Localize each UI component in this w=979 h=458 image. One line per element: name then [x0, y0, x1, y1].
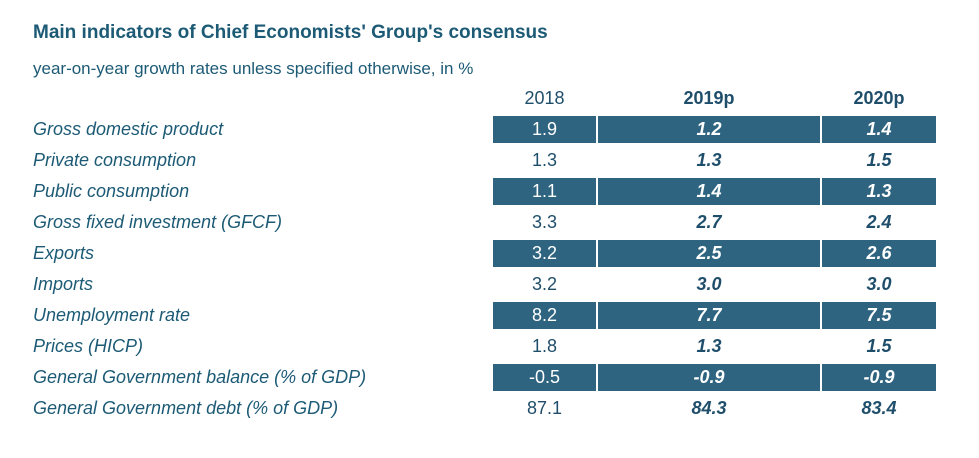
table-row: Private consumption 1.3 1.3 1.5 [0, 147, 979, 174]
value-2020p: 1.4 [822, 116, 936, 143]
value-2018: 1.3 [531, 150, 558, 170]
value-2018: 3.2 [531, 274, 558, 294]
value-2018: 3.3 [531, 212, 558, 232]
table-row: Gross fixed investment (GFCF) 3.3 2.7 2.… [0, 209, 979, 236]
value-2018: 1.1 [493, 178, 596, 205]
value-2019p: 1.3 [696, 336, 722, 356]
row-label: Exports [33, 243, 95, 263]
table-title: Main indicators of Chief Economists' Gro… [33, 22, 548, 43]
column-header-2019p: 2019p [683, 88, 735, 108]
table-row: Public consumption 1.1 1.4 1.3 [0, 178, 979, 205]
table-row: Imports 3.2 3.0 3.0 [0, 271, 979, 298]
row-label: General Government debt (% of GDP) [33, 398, 339, 418]
column-header-2020p: 2020p [853, 88, 905, 108]
value-2018: -0.5 [493, 364, 596, 391]
value-2020p: 2.4 [866, 212, 892, 232]
value-2019p: 3.0 [696, 274, 722, 294]
value-2020p: -0.9 [822, 364, 936, 391]
value-2019p: 2.7 [696, 212, 722, 232]
table-row: Gross domestic product 1.9 1.2 1.4 [0, 116, 979, 143]
row-label: Private consumption [33, 150, 197, 170]
value-2019p: 84.3 [691, 398, 727, 418]
value-2019p: 1.4 [598, 178, 820, 205]
value-2020p: 83.4 [861, 398, 897, 418]
table-row: Prices (HICP) 1.8 1.3 1.5 [0, 333, 979, 360]
row-label: Imports [33, 274, 94, 294]
value-2020p: 1.5 [866, 150, 892, 170]
row-label: Gross fixed investment (GFCF) [33, 212, 283, 232]
value-2020p: 1.3 [822, 178, 936, 205]
value-2018: 8.2 [493, 302, 596, 329]
value-2019p: 1.3 [696, 150, 722, 170]
table-row: Exports 3.2 2.5 2.6 [0, 240, 979, 267]
value-2019p: -0.9 [598, 364, 820, 391]
table-row: General Government debt (% of GDP) 87.1 … [0, 395, 979, 422]
value-2020p: 1.5 [866, 336, 892, 356]
value-2019p: 1.2 [598, 116, 820, 143]
row-label: General Government balance (% of GDP) [33, 367, 367, 387]
column-header-2018: 2018 [524, 88, 565, 108]
value-2018: 87.1 [526, 398, 563, 418]
value-2020p: 3.0 [866, 274, 892, 294]
value-2019p: 2.5 [598, 240, 820, 267]
value-2018: 3.2 [493, 240, 596, 267]
value-2020p: 2.6 [822, 240, 936, 267]
row-label: Unemployment rate [33, 305, 191, 325]
table-row: Unemployment rate 8.2 7.7 7.5 [0, 302, 979, 329]
value-2018: 1.9 [493, 116, 596, 143]
row-label: Gross domestic product [33, 119, 224, 139]
table-row: General Government balance (% of GDP) -0… [0, 364, 979, 391]
row-label: Public consumption [33, 181, 190, 201]
value-2020p: 7.5 [822, 302, 936, 329]
value-2019p: 7.7 [598, 302, 820, 329]
table-subtitle: year-on-year growth rates unless specifi… [33, 59, 474, 78]
row-label: Prices (HICP) [33, 336, 144, 356]
value-2018: 1.8 [531, 336, 558, 356]
